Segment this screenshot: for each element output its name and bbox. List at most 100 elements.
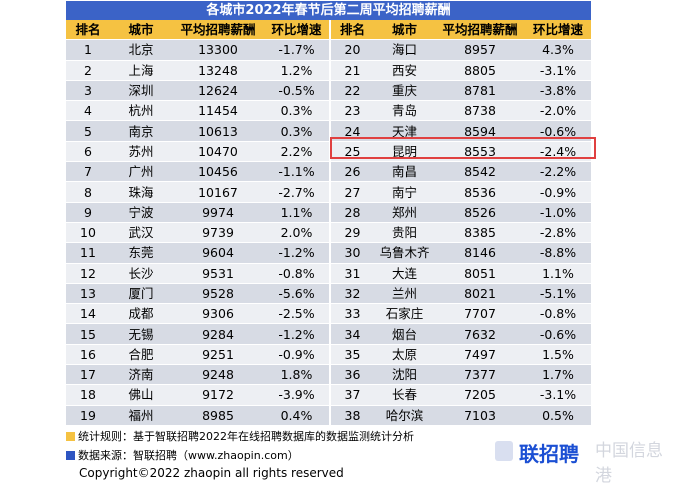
table-row: 19 福州 8985 0.4% 38 哈尔滨 7103 0.5% [66, 405, 591, 426]
cell-city: 宁波 [110, 202, 172, 223]
cell-city: 济南 [110, 364, 172, 386]
header-city: 城市 [110, 20, 172, 41]
cell-city: 成都 [110, 303, 172, 325]
cell-salary-2: 8385 [435, 222, 525, 244]
cell-city-2: 哈尔滨 [374, 405, 435, 426]
cell-salary: 12624 [172, 80, 264, 102]
cell-city-2: 南宁 [374, 181, 435, 203]
cell-salary: 9248 [172, 364, 264, 386]
cell-city-2: 大连 [374, 263, 435, 284]
header-salary: 平均招聘薪酬 [172, 20, 264, 41]
blue-square-icon [66, 451, 75, 460]
cell-salary-2: 7103 [435, 405, 525, 426]
cell-rank: 19 [66, 405, 110, 426]
cell-rank: 15 [66, 323, 110, 345]
zhaopin-mark-icon [495, 441, 513, 461]
cell-salary-2: 8553 [435, 141, 525, 163]
cell-rank-2: 21 [330, 60, 374, 81]
note-rule-row: 统计规则：基于智联招聘2022年在线招聘数据库的数据监测统计分析 [66, 427, 414, 446]
cell-city: 杭州 [110, 100, 172, 122]
cell-growth-2: -2.4% [525, 141, 591, 163]
note-source-row: 数据来源：智联招聘（www.zhaopin.com） [66, 446, 414, 465]
cell-growth: 1.2% [264, 60, 331, 81]
cell-city-2: 南昌 [374, 161, 435, 183]
table-row: 1 北京 13300 -1.7% 20 海口 8957 4.3% [66, 39, 591, 61]
cell-salary-2: 8146 [435, 242, 525, 264]
cell-salary-2: 8594 [435, 120, 525, 142]
cell-salary: 11454 [172, 100, 264, 122]
table-row: 2 上海 13248 1.2% 21 西安 8805 -3.1% [66, 60, 591, 81]
cell-city: 无锡 [110, 323, 172, 345]
cell-rank-2: 31 [330, 263, 374, 284]
cell-city: 苏州 [110, 141, 172, 163]
cell-growth-2: -0.9% [525, 181, 591, 203]
cell-growth-2: 1.1% [525, 263, 591, 284]
table-title: 各城市2022年春节后第二周平均招聘薪酬 [66, 1, 591, 20]
cell-growth: -1.1% [264, 161, 331, 183]
cell-rank-2: 27 [330, 181, 374, 203]
salary-table: 排名 城市 平均招聘薪酬 环比增速 排名 城市 平均招聘薪酬 环比增速 1 北京 1… [66, 20, 591, 426]
cell-growth: -2.7% [264, 181, 331, 203]
cell-city-2: 海口 [374, 39, 435, 61]
table-row: 12 长沙 9531 -0.8% 31 大连 8051 1.1% [66, 263, 591, 284]
cell-city: 上海 [110, 60, 172, 81]
cell-growth: 0.3% [264, 120, 331, 142]
cell-salary: 9604 [172, 242, 264, 264]
cell-city-2: 烟台 [374, 323, 435, 345]
cell-city: 合肥 [110, 344, 172, 366]
cell-rank: 8 [66, 181, 110, 203]
table-row: 17 济南 9248 1.8% 36 沈阳 7377 1.7% [66, 364, 591, 386]
cell-city-2: 天津 [374, 120, 435, 142]
cell-salary-2: 7205 [435, 384, 525, 406]
cell-growth-2: -2.8% [525, 222, 591, 244]
cell-growth: -2.5% [264, 303, 331, 325]
header-row: 排名 城市 平均招聘薪酬 环比增速 排名 城市 平均招聘薪酬 环比增速 [66, 20, 591, 41]
cell-rank: 3 [66, 80, 110, 102]
cell-city: 广州 [110, 161, 172, 183]
table-row: 8 珠海 10167 -2.7% 27 南宁 8536 -0.9% [66, 181, 591, 203]
cell-rank-2: 24 [330, 120, 374, 142]
cell-growth-2: -3.8% [525, 80, 591, 102]
cell-rank-2: 29 [330, 222, 374, 244]
cell-city-2: 兰州 [374, 283, 435, 305]
cell-city-2: 郑州 [374, 202, 435, 223]
cell-rank-2: 23 [330, 100, 374, 122]
cell-growth: -1.2% [264, 323, 331, 345]
cell-city-2: 贵阳 [374, 222, 435, 244]
table-row: 3 深圳 12624 -0.5% 22 重庆 8781 -3.8% [66, 80, 591, 102]
cell-salary-2: 8805 [435, 60, 525, 81]
cell-salary: 9251 [172, 344, 264, 366]
cell-salary: 9528 [172, 283, 264, 305]
header-salary-2: 平均招聘薪酬 [435, 20, 525, 41]
cell-growth-2: -3.1% [525, 384, 591, 406]
salary-table-container: 各城市2022年春节后第二周平均招聘薪酬 排名 城市 平均招聘薪酬 环比增速 排… [66, 1, 591, 426]
cell-rank-2: 34 [330, 323, 374, 345]
cell-city: 南京 [110, 120, 172, 142]
cell-salary-2: 8526 [435, 202, 525, 223]
cell-salary-2: 7497 [435, 344, 525, 366]
cell-growth-2: -0.8% [525, 303, 591, 325]
header-growth: 环比增速 [264, 20, 331, 41]
cell-salary-2: 8542 [435, 161, 525, 183]
cell-rank: 10 [66, 222, 110, 244]
cell-city-2: 重庆 [374, 80, 435, 102]
cell-growth: -0.9% [264, 344, 331, 366]
watermark-text: 中国信息港 [595, 441, 663, 486]
cell-growth-2: -0.6% [525, 323, 591, 345]
cell-growth: 2.0% [264, 222, 331, 244]
cell-salary: 9284 [172, 323, 264, 345]
cell-rank: 1 [66, 39, 110, 61]
notes: 统计规则：基于智联招聘2022年在线招聘数据库的数据监测统计分析 数据来源：智联… [66, 427, 414, 465]
cell-rank: 14 [66, 303, 110, 325]
cell-salary: 9739 [172, 222, 264, 244]
cell-salary: 13248 [172, 60, 264, 81]
cell-growth-2: 1.5% [525, 344, 591, 366]
cell-city: 珠海 [110, 181, 172, 203]
cell-salary: 9974 [172, 202, 264, 223]
cell-rank-2: 26 [330, 161, 374, 183]
cell-rank: 6 [66, 141, 110, 163]
note-source: 数据来源：智联招聘（www.zhaopin.com） [78, 449, 299, 462]
table-row: 9 宁波 9974 1.1% 28 郑州 8526 -1.0% [66, 202, 591, 223]
cell-rank-2: 35 [330, 344, 374, 366]
cell-growth: -1.7% [264, 39, 331, 61]
